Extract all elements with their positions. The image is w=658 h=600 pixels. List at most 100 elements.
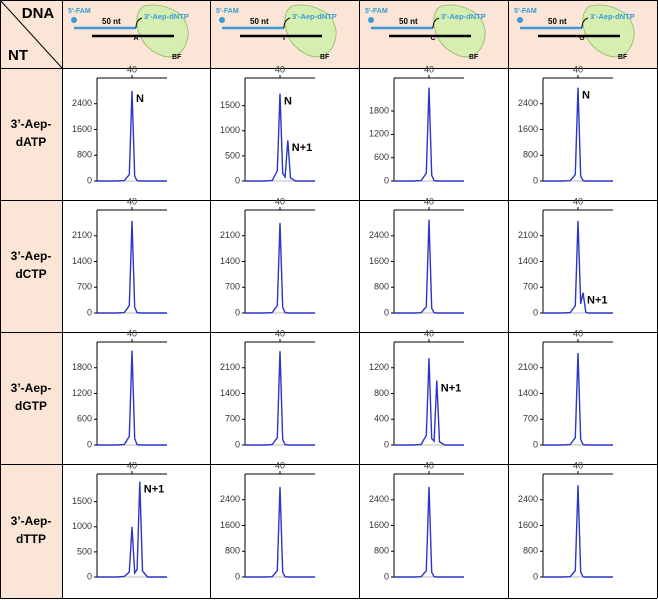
y-tick-label: 700 bbox=[77, 282, 92, 292]
x-tick-label: 40 bbox=[573, 196, 583, 206]
row-header-bg bbox=[0, 0, 62, 598]
y-tick-label: 1600 bbox=[220, 520, 240, 530]
y-tick-label: 0 bbox=[235, 571, 240, 581]
y-tick-label: 1000 bbox=[220, 125, 240, 135]
y-tick-label: 0 bbox=[87, 439, 92, 449]
y-tick-label: 2400 bbox=[72, 98, 92, 108]
y-tick-label: 500 bbox=[225, 150, 240, 160]
y-tick-label: 800 bbox=[523, 546, 538, 556]
peak-annotation: N bbox=[284, 95, 292, 107]
trace bbox=[245, 93, 315, 182]
length-label: 50 nt bbox=[399, 17, 418, 26]
y-tick-label: 600 bbox=[77, 414, 92, 424]
fam-label: 5'-FAM bbox=[514, 8, 537, 15]
y-tick-label: 800 bbox=[374, 282, 389, 292]
y-tick-label: 700 bbox=[225, 414, 240, 424]
y-tick-label: 1400 bbox=[220, 388, 240, 398]
y-tick-label: 1500 bbox=[72, 496, 92, 506]
y-tick-label: 0 bbox=[87, 307, 92, 317]
length-label: 50 nt bbox=[548, 17, 567, 26]
y-tick-label: 2100 bbox=[72, 230, 92, 240]
y-tick-label: 0 bbox=[235, 175, 240, 185]
polymerase-shape bbox=[136, 4, 189, 58]
x-tick-label: 40 bbox=[275, 64, 285, 74]
y-tick-label: 2400 bbox=[220, 494, 240, 504]
corner-label: NT bbox=[8, 47, 28, 64]
row-label: dCTP bbox=[15, 267, 46, 281]
polymerase-shape bbox=[284, 4, 337, 58]
y-tick-label: 2100 bbox=[220, 362, 240, 372]
y-tick-label: 1600 bbox=[72, 124, 92, 134]
trace bbox=[97, 481, 167, 578]
y-tick-label: 1400 bbox=[518, 388, 538, 398]
y-tick-label: 1400 bbox=[220, 256, 240, 266]
trace bbox=[543, 87, 613, 182]
y-tick-label: 1500 bbox=[220, 100, 240, 110]
trace bbox=[97, 220, 167, 314]
trace bbox=[245, 222, 315, 314]
peak-annotation: N+1 bbox=[144, 483, 165, 495]
y-tick-label: 2400 bbox=[518, 494, 538, 504]
y-tick-label: 800 bbox=[77, 150, 92, 160]
corner-label: DNA bbox=[22, 5, 55, 22]
enzyme-label: BF bbox=[618, 54, 628, 61]
primer-label: 3'-Aep-dNTP bbox=[590, 12, 635, 21]
fam-dot bbox=[368, 17, 374, 23]
y-tick-label: 0 bbox=[533, 175, 538, 185]
trace bbox=[543, 485, 613, 578]
y-tick-label: 0 bbox=[384, 175, 389, 185]
row-label: dGTP bbox=[15, 399, 47, 413]
trace bbox=[394, 358, 464, 446]
y-tick-label: 2400 bbox=[369, 230, 389, 240]
x-tick-label: 40 bbox=[573, 328, 583, 338]
primer-hook bbox=[283, 17, 291, 29]
trace bbox=[97, 90, 167, 182]
y-tick-label: 500 bbox=[77, 546, 92, 556]
template-base: A bbox=[133, 35, 138, 42]
y-tick-label: 2100 bbox=[518, 362, 538, 372]
y-tick-label: 1400 bbox=[518, 256, 538, 266]
x-tick-label: 40 bbox=[573, 460, 583, 470]
row-label: 3’-Aep- bbox=[11, 514, 52, 528]
trace bbox=[543, 352, 613, 446]
y-tick-label: 800 bbox=[225, 546, 240, 556]
y-tick-label: 600 bbox=[374, 152, 389, 162]
x-tick-label: 40 bbox=[424, 460, 434, 470]
primer-label: 3'-Aep-dNTP bbox=[144, 12, 189, 21]
fam-label: 5'-FAM bbox=[365, 8, 388, 15]
y-tick-label: 0 bbox=[533, 307, 538, 317]
row-label: dTTP bbox=[16, 532, 46, 546]
y-tick-label: 2100 bbox=[220, 230, 240, 240]
y-tick-label: 800 bbox=[374, 388, 389, 398]
peak-annotation: N bbox=[136, 93, 144, 105]
y-tick-label: 0 bbox=[235, 307, 240, 317]
row-label: 3’-Aep- bbox=[11, 249, 52, 263]
trace bbox=[245, 351, 315, 446]
y-tick-label: 1600 bbox=[518, 124, 538, 134]
peak-annotation: N bbox=[582, 90, 590, 102]
y-tick-label: 1800 bbox=[369, 105, 389, 115]
primer-hook bbox=[581, 17, 589, 29]
enzyme-label: BF bbox=[172, 54, 182, 61]
trace bbox=[394, 87, 464, 182]
row-label: 3’-Aep- bbox=[11, 117, 52, 131]
trace bbox=[543, 220, 613, 314]
fam-dot bbox=[219, 17, 225, 23]
enzyme-label: BF bbox=[320, 54, 330, 61]
fam-label: 5'-FAM bbox=[216, 8, 239, 15]
x-tick-label: 40 bbox=[127, 328, 137, 338]
x-tick-label: 40 bbox=[275, 196, 285, 206]
peak-annotation: N+1 bbox=[292, 142, 313, 154]
y-tick-label: 0 bbox=[384, 571, 389, 581]
y-tick-label: 1600 bbox=[369, 520, 389, 530]
y-tick-label: 0 bbox=[384, 307, 389, 317]
y-tick-label: 0 bbox=[235, 439, 240, 449]
y-tick-label: 800 bbox=[523, 150, 538, 160]
y-tick-label: 1400 bbox=[72, 256, 92, 266]
primer-label: 3'-Aep-dNTP bbox=[441, 12, 486, 21]
trace bbox=[394, 219, 464, 314]
y-tick-label: 0 bbox=[87, 175, 92, 185]
length-label: 50 nt bbox=[102, 17, 121, 26]
y-tick-label: 0 bbox=[533, 439, 538, 449]
